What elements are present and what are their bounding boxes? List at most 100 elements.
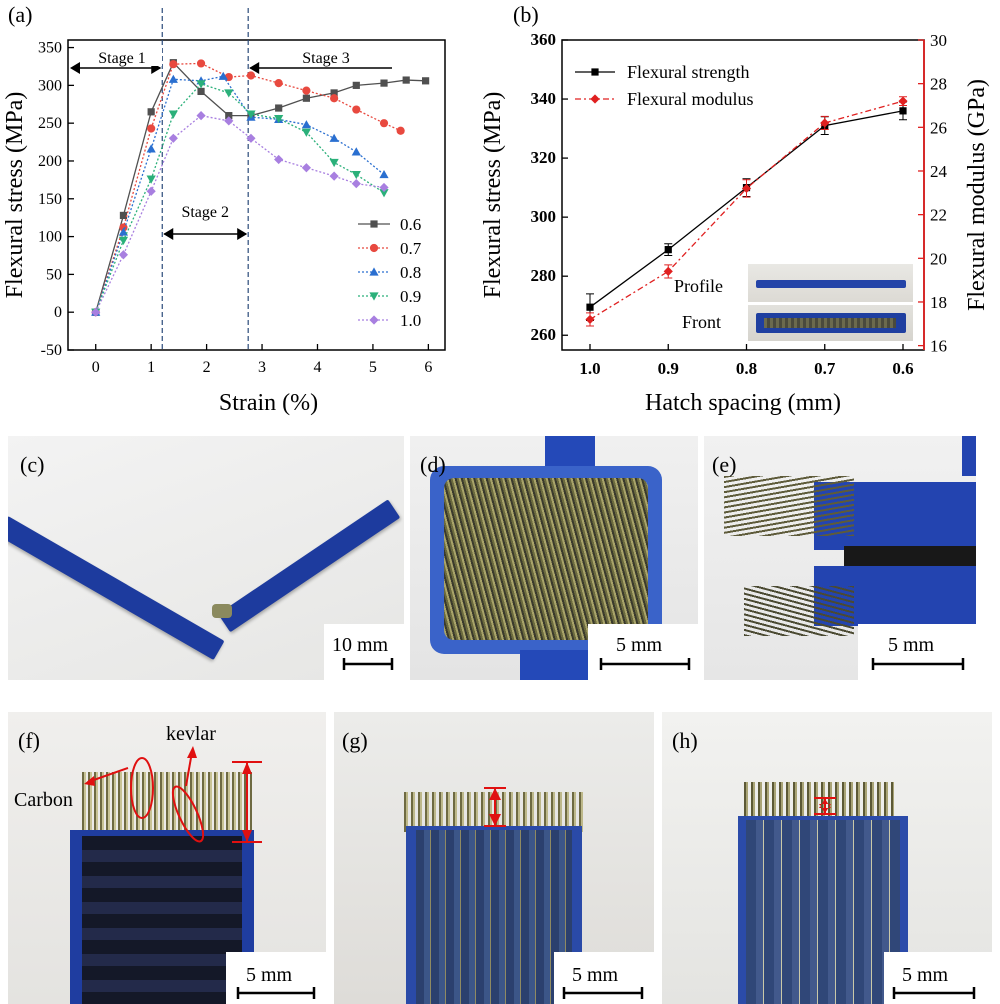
data-point-0.9 <box>168 110 178 119</box>
y2-tick-label-b: 20 <box>930 249 947 268</box>
x-tick-label-a: 3 <box>258 359 266 376</box>
x-tick-label-b: 0.9 <box>658 359 679 378</box>
fibers-bottom <box>744 586 854 636</box>
y2-tick-label-b: 28 <box>930 75 947 94</box>
data-point-0.6 <box>197 87 205 96</box>
data-point-1.0 <box>329 171 339 181</box>
series-line-0.6 <box>95 61 426 313</box>
data-point-0.6 <box>330 89 338 97</box>
data-point-0.9 <box>379 189 389 198</box>
legend-marker-b <box>591 68 599 76</box>
specimen-body <box>738 816 908 1004</box>
legend-label-b: Flexural strength <box>627 62 749 82</box>
data-point-0.6 <box>119 211 128 220</box>
data-point-Flexural strength <box>664 246 672 254</box>
data-point-0.9 <box>329 158 339 168</box>
data-point-1.0 <box>168 133 178 143</box>
data-point-0.8 <box>329 133 339 142</box>
legend-marker-0.9 <box>369 292 379 301</box>
data-point-0.6 <box>225 112 233 120</box>
x-tick-label-a: 4 <box>313 359 321 376</box>
data-point-0.8 <box>168 74 178 83</box>
y-tick-label-b: 320 <box>531 148 557 167</box>
fiber-core <box>444 478 648 640</box>
data-point-Flexural modulus <box>663 266 673 277</box>
fiber-fringe <box>82 772 252 838</box>
y-tick-label-a: 300 <box>38 77 62 94</box>
panel-label-b: (b) <box>513 2 539 27</box>
data-point-Flexural strength <box>899 107 907 115</box>
x-tick-label-a: 0 <box>92 359 100 376</box>
cross-section <box>430 466 662 654</box>
data-point-0.8 <box>351 147 361 156</box>
data-point-0.8 <box>379 169 389 179</box>
y-tick-label-a: 250 <box>38 115 62 132</box>
y-tick-label-a: 150 <box>38 191 62 208</box>
data-point-0.9 <box>224 89 234 98</box>
photo-g <box>334 712 654 1004</box>
x-tick-label-b: 0.8 <box>736 359 757 378</box>
data-point-1.0 <box>196 111 206 121</box>
data-point-0.8 <box>146 144 156 153</box>
y-tick-label-b: 260 <box>531 325 557 344</box>
y2-axis-title-b: Flexural modulus (GPa) <box>964 79 990 311</box>
data-point-0.7 <box>302 86 311 95</box>
data-point-Flexural modulus <box>585 314 595 325</box>
data-point-0.6 <box>352 81 360 89</box>
specimen-right-tab <box>962 436 976 476</box>
legend-label-1.0: 1.0 <box>400 311 421 330</box>
y-tick-label-b: 300 <box>531 207 557 226</box>
legend-label-0.9: 0.9 <box>400 287 421 306</box>
data-point-0.8 <box>118 227 129 236</box>
data-point-0.9 <box>274 115 284 124</box>
series-line-1.0 <box>95 114 385 313</box>
stage-2-arrow-head-left <box>163 228 174 240</box>
chart-b: 1.0 0.9 0.8 0.7 0.6 260 280 300 320 340 360 16 18 20 2… <box>480 30 990 416</box>
series-line-0.8 <box>95 75 385 313</box>
specimen-gap <box>844 546 976 568</box>
photo-e <box>704 436 976 680</box>
data-point-0.7 <box>352 105 361 114</box>
stage-3-arrow-head-left <box>249 62 260 74</box>
x-tick-label-b: 0.6 <box>892 359 913 378</box>
legend-label-0.6: 0.6 <box>400 215 421 234</box>
data-point-0.6 <box>421 77 430 85</box>
data-point-0.7 <box>246 71 256 80</box>
data-point-0.8 <box>218 71 228 80</box>
inset-profile-photo <box>748 264 913 302</box>
y-tick-label-a: 350 <box>38 40 62 57</box>
data-point-1.0 <box>224 116 234 126</box>
inset-front-photo <box>748 305 913 341</box>
y-tick-label-b: 280 <box>531 266 557 285</box>
y-axis-title-a: Flexural stress (MPa) <box>2 92 28 299</box>
x-axis-title-a: Strain (%) <box>219 390 318 416</box>
data-point-1.0 <box>91 307 101 317</box>
fracture-point <box>212 604 232 618</box>
x-tick-label-b: 1.0 <box>579 359 600 378</box>
y-tick-label-a: -50 <box>41 342 62 359</box>
y-tick-label-b: 340 <box>531 89 557 108</box>
photo-f <box>8 712 326 1004</box>
x-tick-label-a: 5 <box>369 359 377 376</box>
legend-marker-0.8 <box>369 267 379 276</box>
y2-tick-label-b: 26 <box>930 118 947 137</box>
data-point-0.9 <box>246 110 256 119</box>
y2-tick-label-b: 22 <box>930 206 947 225</box>
data-point-1.0 <box>379 182 389 193</box>
y2-tick-label-b: 18 <box>930 293 947 312</box>
data-point-1.0 <box>246 133 256 143</box>
data-point-0.6 <box>275 104 283 112</box>
profile-specimen <box>756 280 906 288</box>
legend-marker-0.7 <box>369 243 379 253</box>
specimen-body <box>70 830 254 1004</box>
data-point-0.7 <box>169 60 178 69</box>
fiber-fringe <box>744 782 894 820</box>
data-point-0.9 <box>301 128 311 137</box>
legend-label-0.8: 0.8 <box>400 263 421 282</box>
specimen-body <box>406 826 582 1004</box>
legend-label-b: Flexural modulus <box>627 89 754 109</box>
data-point-0.6 <box>380 79 388 87</box>
y-tick-label-a: 50 <box>46 266 62 283</box>
data-point-0.7 <box>274 78 283 88</box>
